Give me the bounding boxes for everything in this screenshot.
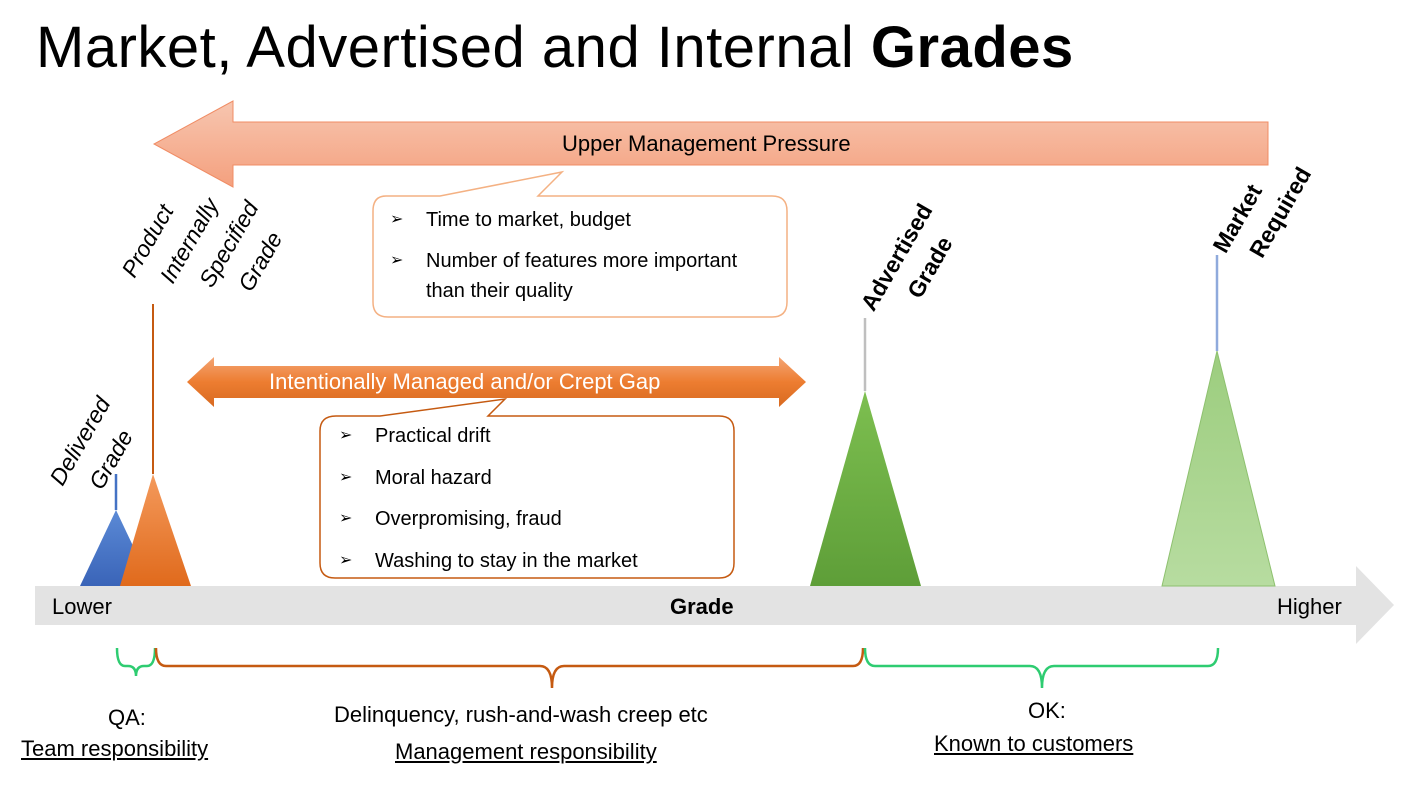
bullet-arrow-icon: ➢ <box>390 211 404 228</box>
internal-grade-triangle <box>120 474 191 586</box>
ok-label: OK: <box>1028 698 1066 723</box>
callout-mid-text: Moral hazard <box>375 466 492 489</box>
qa-brace <box>115 647 157 677</box>
slide-title: Market, Advertised and Internal Grades <box>36 14 1074 81</box>
callout-mid-item: ➢ Washing to stay in the market <box>339 546 729 576</box>
callout-mid-list: ➢ Practical drift ➢ Moral hazard ➢ Overprom… <box>339 421 729 576</box>
callout-top-box <box>372 170 788 318</box>
callout-top-text: Number of features more important than t… <box>426 250 738 302</box>
callout-mid-text: Overpromising, fraud <box>375 508 562 530</box>
management-responsibility-label: Management responsibility <box>395 739 657 764</box>
ok-brace <box>863 647 1220 689</box>
callout-top-item: ➢ Time to market, budget <box>390 205 770 235</box>
bullet-arrow-icon: ➢ <box>339 468 353 486</box>
bullet-arrow-icon: ➢ <box>339 510 353 527</box>
callout-mid-item: ➢ Overpromising, fraud <box>339 504 729 534</box>
qa-label: QA: <box>108 705 146 730</box>
bullet-arrow-icon: ➢ <box>339 427 353 444</box>
callout-mid-box <box>319 397 735 579</box>
gap-double-arrow <box>187 357 806 407</box>
gap-arrow-label: Intentionally Managed and/or Crept Gap <box>269 369 661 394</box>
title-bold-text: Grades <box>870 15 1074 80</box>
bullet-arrow-icon: ➢ <box>390 252 404 269</box>
axis-center-label: Grade <box>670 594 734 619</box>
axis-higher-label: Higher <box>1277 594 1342 619</box>
title-text: Market, Advertised and Internal <box>36 15 871 80</box>
callout-mid-item: ➢ Practical drift <box>339 421 729 451</box>
callout-mid-text: Practical drift <box>375 425 491 447</box>
callout-mid-item: ➢ Moral hazard <box>339 463 729 493</box>
callout-top-text: Time to market, budget <box>426 209 631 231</box>
team-responsibility-label: Team responsibility <box>21 736 209 761</box>
delinquency-label: Delinquency, rush-and-wash creep etc <box>334 702 708 727</box>
callout-top-list: ➢ Time to market, budget ➢ Number of featu… <box>390 205 770 306</box>
bullet-arrow-icon: ➢ <box>339 551 353 569</box>
callout-mid-text: Washing to stay in the market <box>375 549 638 572</box>
grade-axis-arrow <box>35 566 1394 644</box>
market-grade-triangle <box>1161 350 1276 587</box>
upper-pressure-label: Upper Management Pressure <box>562 131 851 156</box>
upper-pressure-arrow <box>152 100 1269 188</box>
mgmt-brace <box>154 647 865 689</box>
advertised-grade-triangle <box>810 391 921 586</box>
callout-top-item: ➢ Number of features more important than … <box>390 246 770 306</box>
known-to-customers-label: Known to customers <box>934 731 1134 756</box>
axis-lower-label: Lower <box>52 594 112 619</box>
